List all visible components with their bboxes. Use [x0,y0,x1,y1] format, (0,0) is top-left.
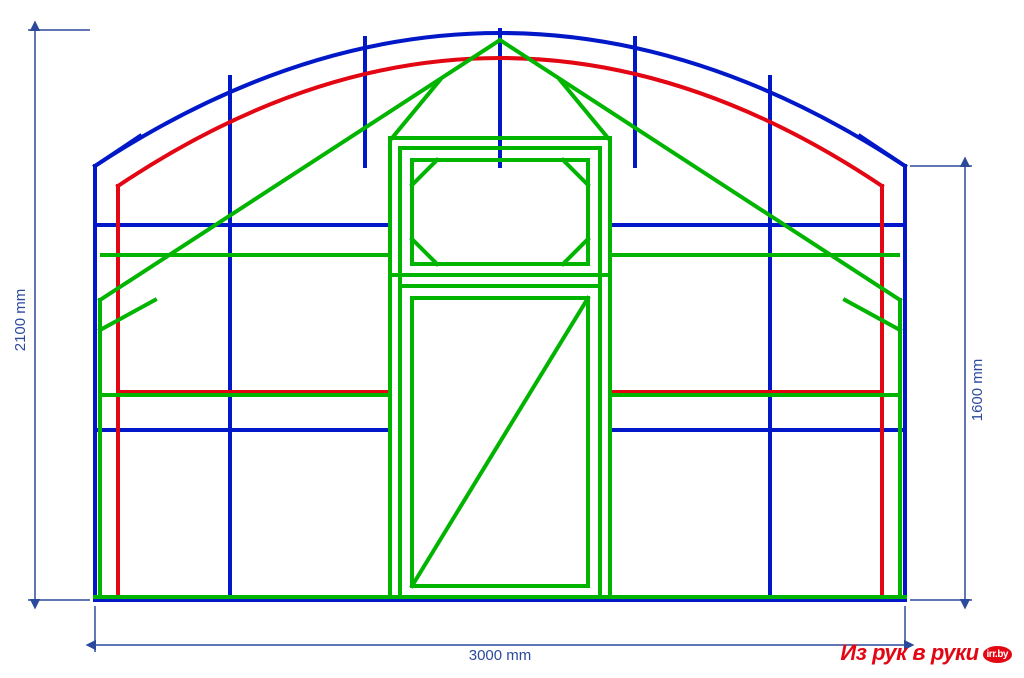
watermark: Из рук в руки irr.by [840,640,1012,666]
watermark-badge: irr.by [983,646,1012,663]
watermark-text: Из рук в руки [840,640,978,665]
dim-height-wall: 1600 mm [969,359,986,422]
frame-blue [95,30,905,600]
dim-width: 3000 mm [469,647,532,664]
greenhouse-diagram: 2100 mm 1600 mm 3000 mm [0,0,1024,678]
dim-height-total: 2100 mm [12,289,29,352]
door [390,138,610,597]
